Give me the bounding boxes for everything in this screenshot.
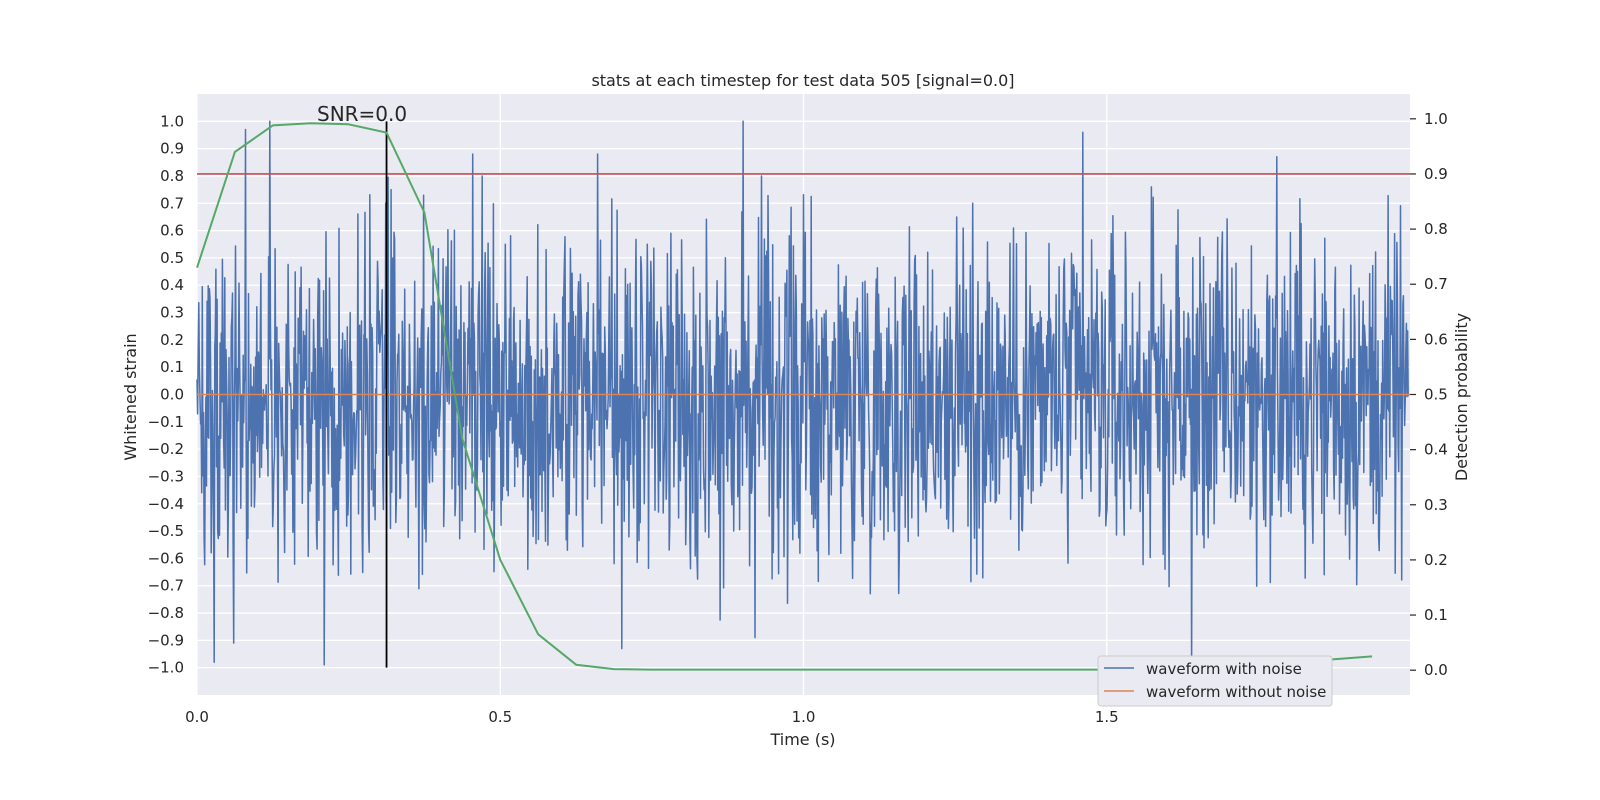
series-waveform-with-noise xyxy=(196,120,1409,669)
y-tick-label: −0.1 xyxy=(148,413,184,431)
legend-box xyxy=(1097,655,1333,707)
y2-tick-label: 0.9 xyxy=(1424,165,1448,183)
y-tick-label: 0.3 xyxy=(160,304,184,322)
reference-lines xyxy=(197,121,1410,668)
y2-tick-label: 0.7 xyxy=(1424,275,1448,293)
y2-axis-label: Detection probability xyxy=(1452,313,1471,481)
y-tick-label: −0.5 xyxy=(148,522,184,540)
snr-annotation: SNR=0.0 xyxy=(317,102,407,126)
y2-tick-label: 0.6 xyxy=(1424,330,1448,348)
y-tick-label: −0.4 xyxy=(148,495,184,513)
legend-label-waveform-with-noise: waveform with noise xyxy=(1146,660,1302,678)
y-axis-label: Whitened strain xyxy=(121,333,140,460)
legend: waveform with noise waveform without noi… xyxy=(1097,655,1333,707)
y-tick-label: 0.8 xyxy=(160,167,184,185)
x-tick-label: 0.5 xyxy=(488,708,512,726)
legend-label-waveform-without-noise: waveform without noise xyxy=(1146,683,1326,701)
y2-tick-label: 0.5 xyxy=(1424,386,1448,404)
y-tick-label: 0.9 xyxy=(160,140,184,158)
y-tick-label: −0.3 xyxy=(148,467,184,485)
y-tick-label: 0.2 xyxy=(160,331,184,349)
y2-tick-label: 0.3 xyxy=(1424,496,1448,514)
y2-tick-label: 0.1 xyxy=(1424,606,1448,624)
y-tick-label: 0.4 xyxy=(160,276,184,294)
y2-tick-label: 0.2 xyxy=(1424,551,1448,569)
y-tick-label: −0.8 xyxy=(148,604,184,622)
x-tick-label: 1.0 xyxy=(792,708,816,726)
chart-title: stats at each timestep for test data 505… xyxy=(591,71,1014,90)
y-tick-label: −0.7 xyxy=(148,577,184,595)
y2-tick-label: 0.4 xyxy=(1424,441,1448,459)
y2-tick-label: 0.8 xyxy=(1424,220,1448,238)
y-tick-label: −0.6 xyxy=(148,549,184,567)
y-tick-label: 0.7 xyxy=(160,194,184,212)
y-tick-label: 0.0 xyxy=(160,386,184,404)
y-tick-label: −1.0 xyxy=(148,659,184,677)
y-tick-label: −0.2 xyxy=(148,440,184,458)
y2-tick-label: 0.0 xyxy=(1424,661,1448,679)
y-tick-label: 0.1 xyxy=(160,358,184,376)
x-axis-label: Time (s) xyxy=(769,730,835,749)
y-tick-label: −0.9 xyxy=(148,631,184,649)
y-tick-label: 1.0 xyxy=(160,112,184,130)
y2-tick-label: 1.0 xyxy=(1424,110,1448,128)
y-tick-label: 0.5 xyxy=(160,249,184,267)
tick-labels: 0.0 0.5 1.0 1.5 1.0 0.9 0.8 0.7 0.6 0.5 0.4 0.3 0.2 0… xyxy=(148,110,1448,726)
waveform-with-noise-line xyxy=(196,120,1409,669)
x-tick-label: 1.5 xyxy=(1095,708,1119,726)
x-tick-label: 0.0 xyxy=(185,708,209,726)
y-tick-label: 0.6 xyxy=(160,222,184,240)
